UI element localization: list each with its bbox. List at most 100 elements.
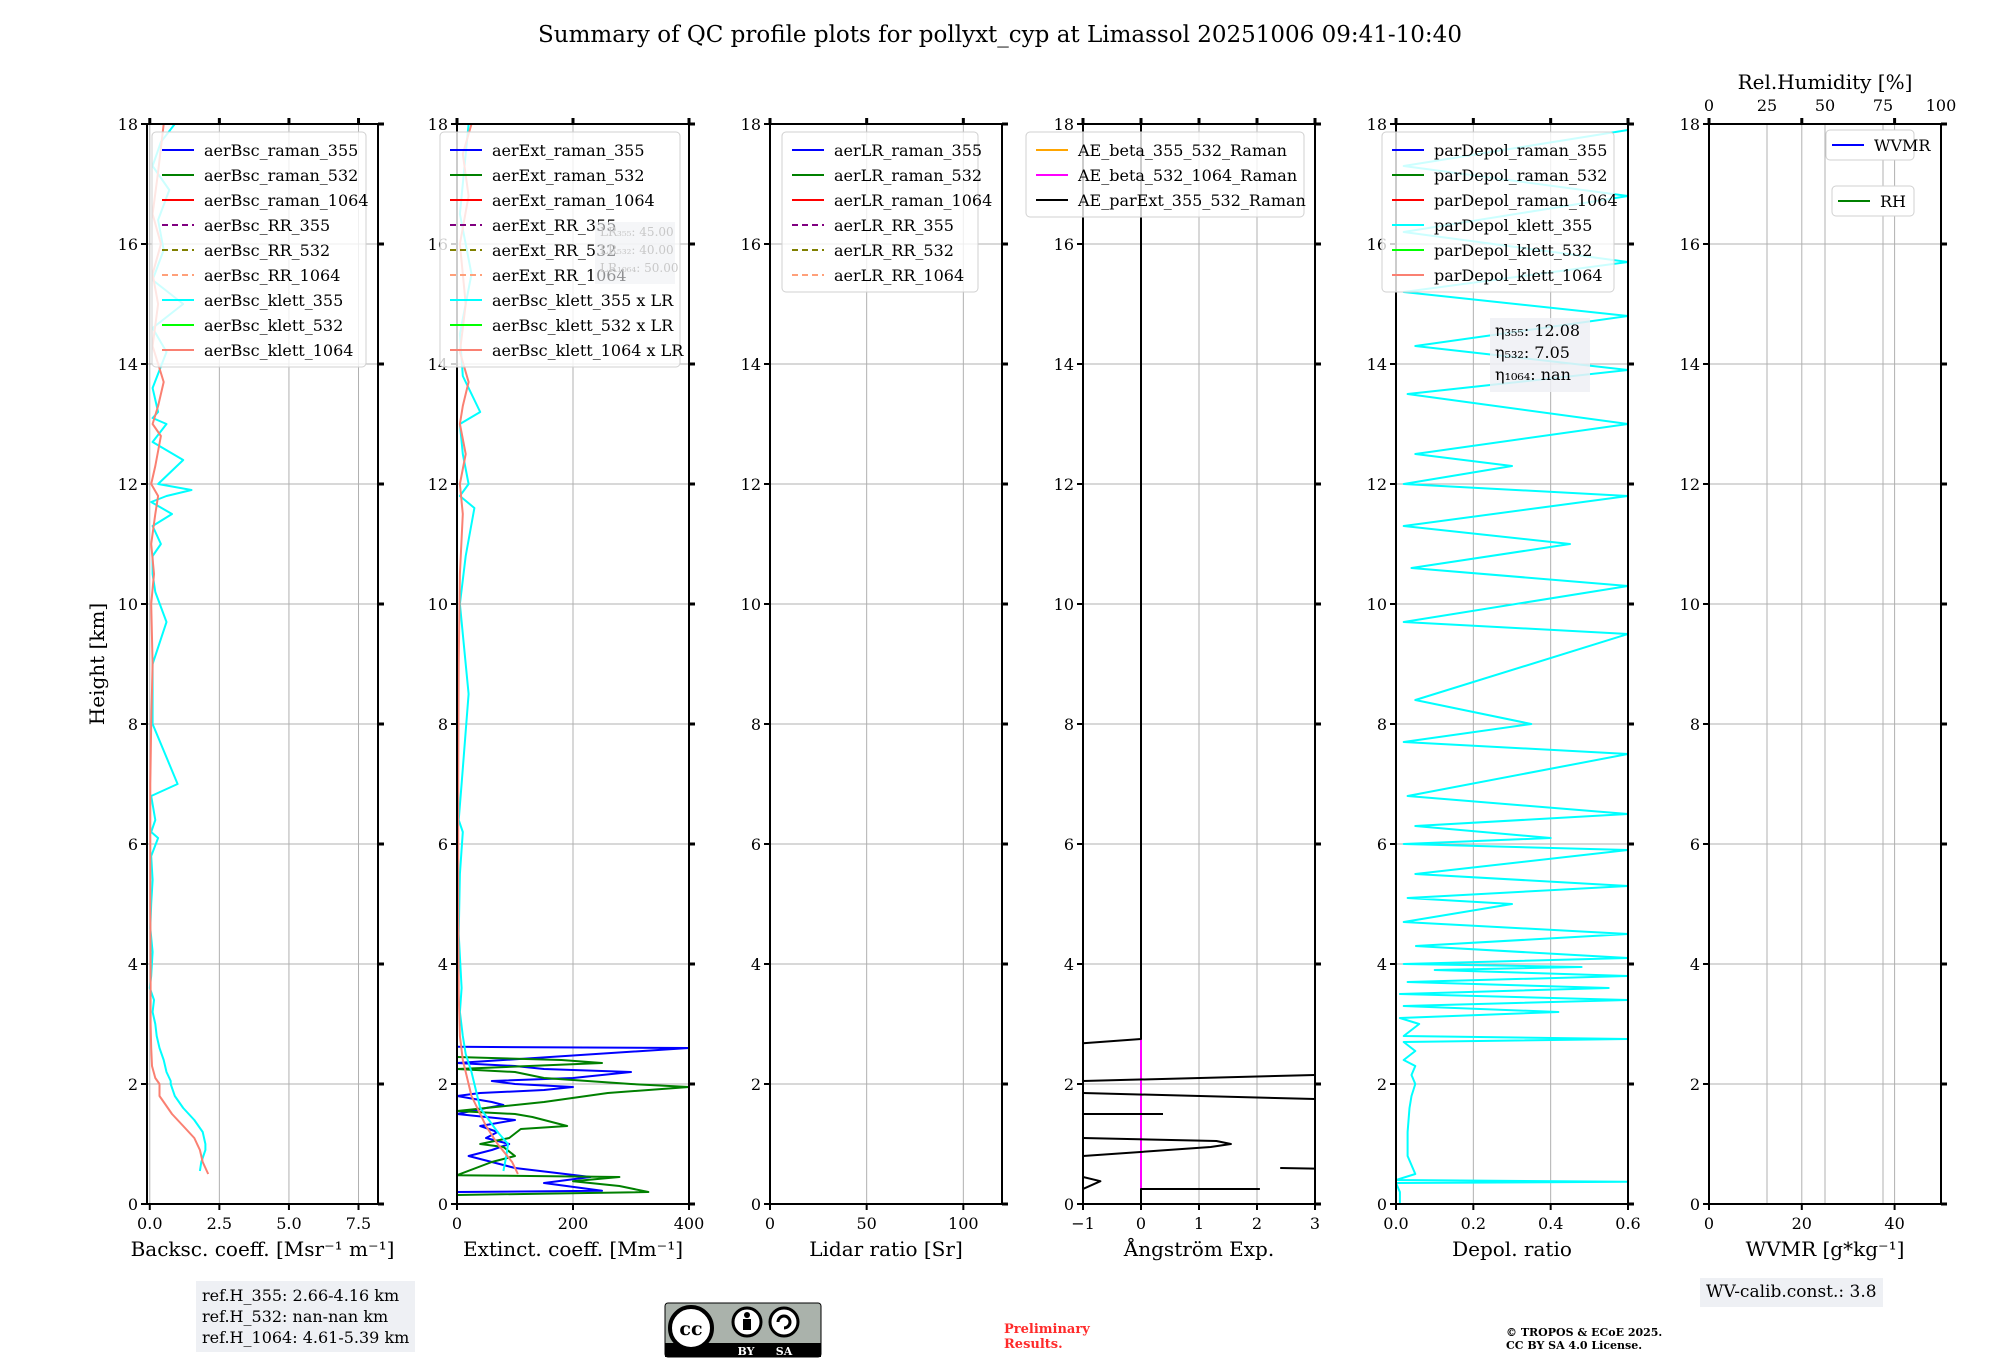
legend-box — [1831, 185, 1915, 217]
y-tick-label: 10 — [118, 595, 138, 614]
x-tick-label: 2 — [1252, 1214, 1262, 1233]
y-tick-label: 4 — [1064, 955, 1074, 974]
y-tick-label: 18 — [1680, 115, 1700, 134]
annotation-box — [595, 222, 675, 284]
y-tick-label: 8 — [1690, 715, 1700, 734]
y-tick-label: 14 — [1680, 355, 1700, 374]
series-line-AE_parExt_seg6 — [1083, 1092, 1315, 1100]
legend-label: aerExt_raman_1064 — [492, 191, 655, 210]
y-tick-label: 8 — [1377, 715, 1387, 734]
copyright-note: © TROPOS & ECoE 2025. CC BY SA 4.0 Licen… — [1506, 1326, 1662, 1352]
y-tick-label: 6 — [1377, 835, 1387, 854]
legend-label: aerBsc_raman_532 — [204, 166, 358, 185]
y-tick-label: 14 — [741, 355, 761, 374]
copyright-line-2: CC BY SA 4.0 License. — [1506, 1339, 1643, 1352]
y-tick-label: 8 — [128, 715, 138, 734]
y-tick-label: 14 — [1054, 355, 1074, 374]
preliminary-line-1: Preliminary — [1004, 1322, 1090, 1337]
svg-text:cc: cc — [679, 1318, 702, 1340]
figure-title: Summary of QC profile plots for pollyxt_… — [538, 22, 1462, 48]
rh-axis-label: Rel.Humidity [%] — [1738, 70, 1913, 94]
legend-label: aerLR_raman_355 — [834, 141, 982, 160]
legend-label: AE_parExt_355_532_Raman — [1077, 191, 1306, 210]
x-tick-label: 0 — [1704, 1214, 1714, 1233]
rh-tick-label: 0 — [1704, 96, 1714, 115]
x-tick-label: 7.5 — [346, 1214, 371, 1233]
annotation-text: η₁₀₆₄: nan — [1495, 365, 1571, 384]
series-group — [1083, 124, 1315, 1204]
legend-label: aerBsc_klett_1064 — [204, 341, 353, 360]
x-axis-label: Extinct. coeff. [Mm⁻¹] — [463, 1237, 683, 1261]
y-tick-label: 0 — [751, 1195, 761, 1214]
y-tick-label: 6 — [438, 835, 448, 854]
y-tick-label: 16 — [1680, 235, 1700, 254]
y-axis-label: Height [km] — [85, 603, 109, 725]
y-tick-label: 18 — [1367, 115, 1387, 134]
legend-label: aerExt_RR_532 — [492, 241, 616, 260]
y-tick-label: 4 — [438, 955, 448, 974]
y-tick-label: 16 — [1054, 235, 1074, 254]
x-tick-label: 3 — [1310, 1214, 1320, 1233]
x-axis-label: WVMR [g*kg⁻¹] — [1746, 1237, 1905, 1261]
x-tick-label: 0.0 — [137, 1214, 162, 1233]
annotation-text: η₃₅₅: 12.08 — [1495, 321, 1580, 340]
legend-label: aerLR_RR_532 — [834, 241, 954, 260]
series-line-aerBsc_klett_355 x LR — [457, 124, 509, 1172]
y-tick-label: 12 — [428, 475, 448, 494]
annotation-text: LR₁₀₆₄: 50.00 — [600, 261, 678, 275]
series-line-AE_parExt_seg2 — [1083, 1176, 1102, 1190]
ref-height-1064: ref.H_1064: 4.61-5.39 km — [202, 1328, 410, 1347]
x-tick-label: 0 — [765, 1214, 775, 1233]
legend-box — [151, 131, 367, 368]
annotation-text: LR₅₃₂: 40.00 — [600, 243, 674, 257]
legend-label: aerBsc_RR_532 — [204, 241, 330, 260]
y-tick-label: 0 — [1690, 1195, 1700, 1214]
x-tick-label: 0.4 — [1538, 1214, 1563, 1233]
series-line-parDepol_klett_355_upper — [1402, 129, 1628, 947]
legend-label: aerBsc_raman_1064 — [204, 191, 369, 210]
legend-label: parDepol_klett_355 — [1434, 216, 1592, 235]
y-tick-label: 12 — [1680, 475, 1700, 494]
legend-label: AE_beta_532_1064_Raman — [1077, 166, 1297, 185]
y-tick-label: 4 — [1690, 955, 1700, 974]
y-tick-label: 18 — [428, 115, 448, 134]
x-tick-label: 400 — [674, 1214, 705, 1233]
rh-tick-label: 50 — [1815, 96, 1835, 115]
cc-by-label: BY — [738, 1345, 755, 1358]
legend-label: parDepol_klett_532 — [1434, 241, 1592, 260]
y-tick-label: 14 — [1367, 355, 1387, 374]
x-tick-label: 0.0 — [1383, 1214, 1408, 1233]
x-tick-label: 50 — [856, 1214, 876, 1233]
series-line-AE_parExt_seg3 — [1280, 1167, 1315, 1170]
series-line-AE_parExt_seg8 — [1083, 124, 1142, 1045]
preliminary-line-2: Results. — [1004, 1337, 1063, 1352]
legend-label: AE_beta_355_532_Raman — [1077, 141, 1287, 160]
cc-sa-label: SA — [776, 1345, 793, 1358]
y-tick-label: 14 — [118, 355, 138, 374]
series-line-AE_parExt_355_532_Raman — [1140, 1188, 1260, 1204]
legend-label: parDepol_raman_532 — [1434, 166, 1607, 185]
legend-label: aerBsc_klett_355 x LR — [492, 291, 674, 310]
series-line-AE_parExt_seg4 — [1083, 1137, 1232, 1157]
series-line-parDepol_klett_355 — [1396, 945, 1628, 1204]
y-tick-label: 2 — [1064, 1075, 1074, 1094]
legend-label: aerExt_raman_355 — [492, 141, 645, 160]
x-axis-label: Lidar ratio [Sr] — [809, 1237, 963, 1261]
y-tick-label: 2 — [1377, 1075, 1387, 1094]
x-tick-label: 40 — [1884, 1214, 1904, 1233]
y-tick-label: 6 — [128, 835, 138, 854]
annotation-text: LR₃₅₅: 45.00 — [600, 225, 674, 239]
legend-label: aerBsc_klett_1064 x LR — [492, 341, 684, 360]
y-tick-label: 12 — [1367, 475, 1387, 494]
y-tick-label: 4 — [751, 955, 761, 974]
ref-height-532: ref.H_532: nan-nan km — [202, 1307, 389, 1326]
y-tick-label: 0 — [1377, 1195, 1387, 1214]
panel-lidar_ratio: 0 2 4 6 8 10 12 14 16 18 0 50 100 Lidar ratio [Sr] aer… — [741, 115, 1008, 1261]
y-tick-label: 2 — [128, 1075, 138, 1094]
legend-box — [781, 131, 979, 293]
legend-label: aerBsc_klett_355 — [204, 291, 343, 310]
x-axis-label: Backsc. coeff. [Msr⁻¹ m⁻¹] — [131, 1237, 395, 1261]
legend-label: WVMR — [1874, 136, 1931, 155]
y-tick-label: 10 — [1054, 595, 1074, 614]
